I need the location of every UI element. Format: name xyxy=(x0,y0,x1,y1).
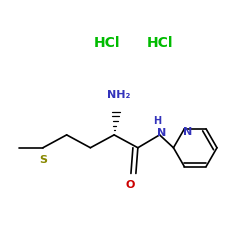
Text: HCl: HCl xyxy=(94,36,120,50)
Text: HCl: HCl xyxy=(146,36,173,50)
Text: N: N xyxy=(183,127,192,137)
Text: S: S xyxy=(39,154,47,164)
Text: N: N xyxy=(157,128,166,138)
Text: H: H xyxy=(154,116,162,126)
Text: O: O xyxy=(125,180,135,190)
Text: NH₂: NH₂ xyxy=(108,90,131,100)
